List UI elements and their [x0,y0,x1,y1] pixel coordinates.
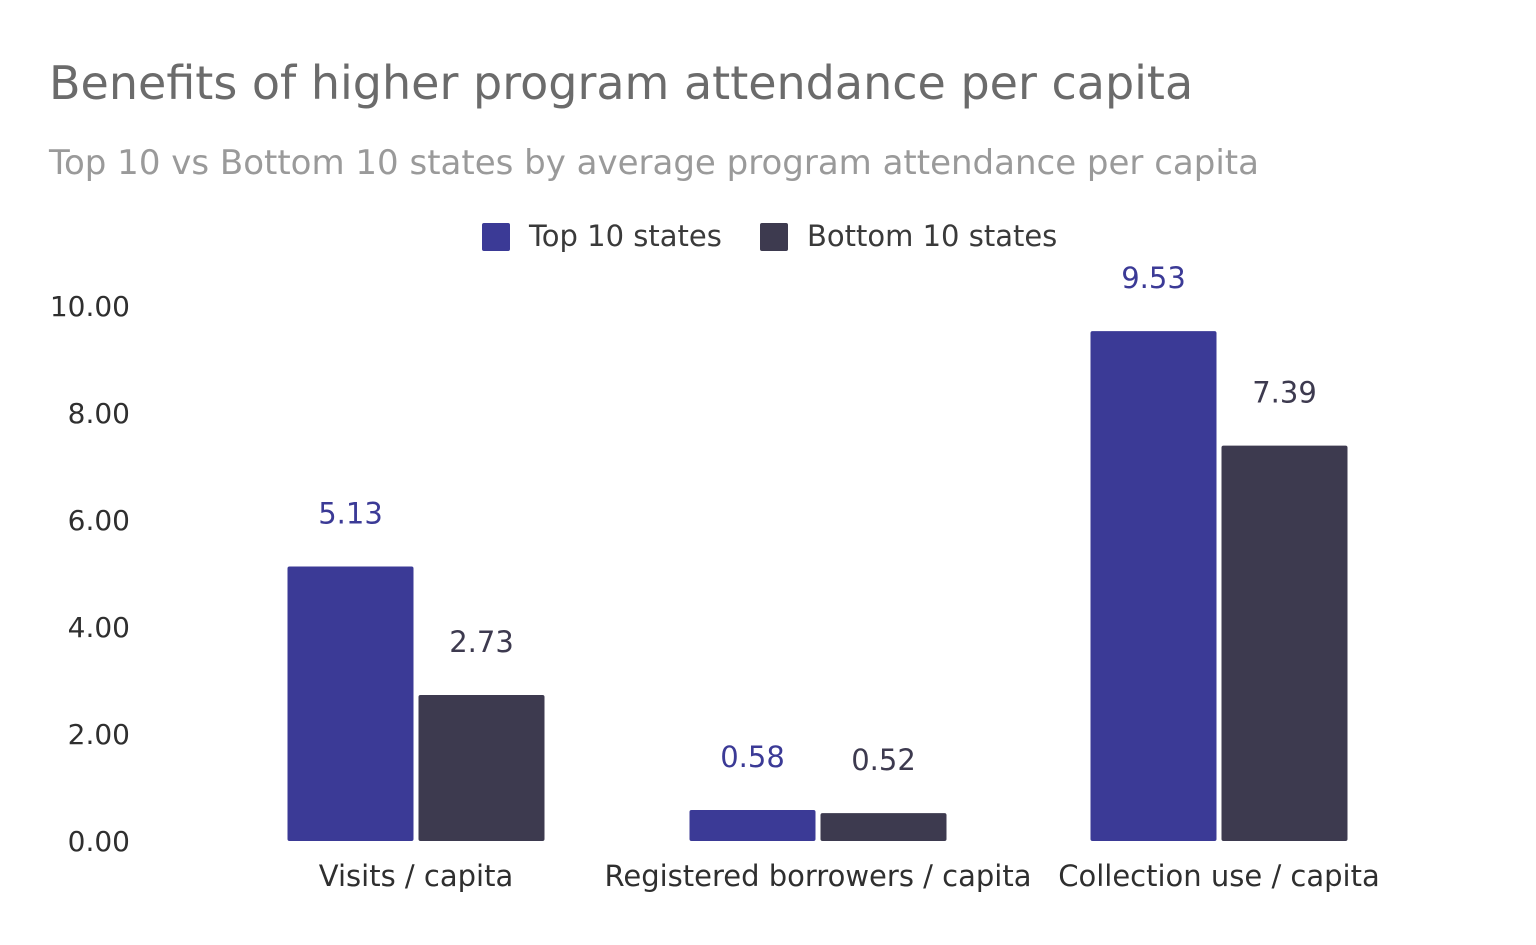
bar [418,694,545,841]
data-label: 0.58 [720,740,785,774]
bar [820,813,947,841]
bars: 5.13 2.73 0.58 0.52 9.53 7.39 [287,261,1348,841]
chart-title: Benefits of higher program attendance pe… [49,56,1193,110]
bar [1090,331,1217,841]
data-label: 9.53 [1121,261,1186,295]
y-tick-label: 10.00 [50,290,130,323]
legend-swatch-top-10 [482,223,510,251]
chart-subtitle: Top 10 vs Bottom 10 states by average pr… [48,143,1259,183]
bar [287,566,414,841]
y-tick-label: 4.00 [68,611,130,644]
bar [1221,445,1348,841]
legend-label-top-10: Top 10 states [528,219,722,253]
data-label: 0.52 [851,743,916,777]
x-category-label: Visits / capita [319,859,513,893]
y-tick-label: 6.00 [68,504,130,537]
y-axis: 0.00 2.00 4.00 6.00 8.00 10.00 [50,290,130,858]
y-tick-label: 2.00 [68,718,130,751]
y-tick-label: 0.00 [68,825,130,858]
x-category-label: Registered borrowers / capita [605,859,1032,893]
y-tick-label: 8.00 [68,397,130,430]
data-label: 5.13 [318,497,383,531]
x-category-label: Collection use / capita [1058,859,1380,893]
legend: Top 10 states Bottom 10 states [482,219,1057,253]
data-label: 2.73 [449,625,514,659]
legend-label-bottom-10: Bottom 10 states [807,219,1057,253]
x-axis: Visits / capita Registered borrowers / ca… [319,859,1380,893]
legend-swatch-bottom-10 [760,223,788,251]
data-label: 7.39 [1252,376,1317,410]
bar [689,809,816,841]
